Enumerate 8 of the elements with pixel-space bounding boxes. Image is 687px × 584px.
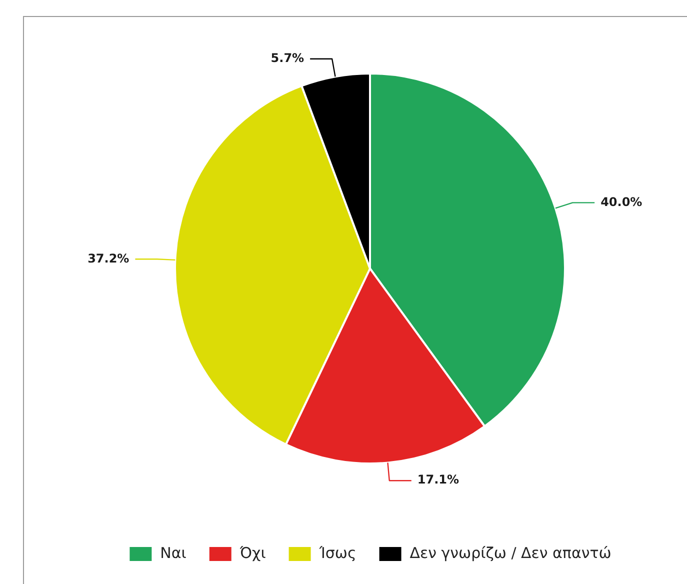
legend-label: Όχι [238, 544, 266, 562]
data-label: 17.1% [417, 472, 460, 487]
legend-label: Δεν γνωρίζω / Δεν απαντώ [410, 544, 612, 562]
data-label: 40.0% [600, 194, 642, 209]
data-label: 5.7% [270, 51, 304, 66]
legend-label: Ναι [160, 544, 186, 562]
data-label: 37.2% [88, 251, 130, 266]
legend-label: Ίσως [318, 544, 356, 562]
